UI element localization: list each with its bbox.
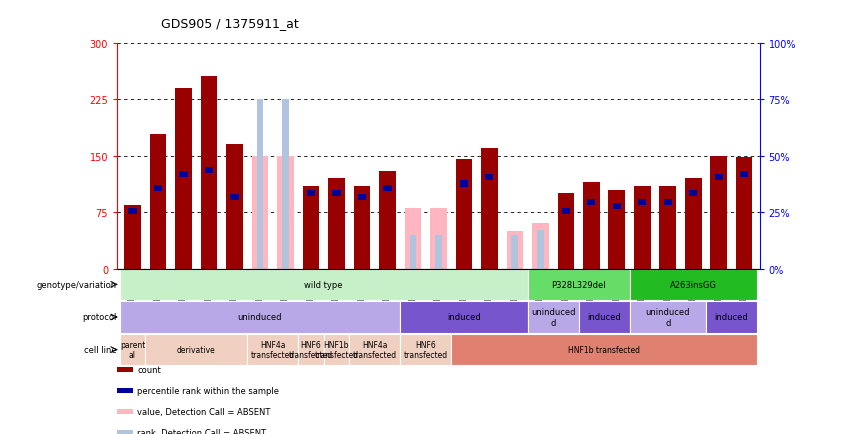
Bar — [629, 269, 757, 300]
Bar — [481, 149, 497, 269]
Text: HNF6
transfected: HNF6 transfected — [404, 340, 448, 359]
Bar — [511, 235, 518, 269]
Bar — [201, 77, 217, 269]
Bar — [660, 186, 676, 269]
Text: uninduced
d: uninduced d — [531, 308, 575, 327]
Bar — [714, 174, 723, 180]
Bar — [124, 205, 141, 269]
Bar — [583, 183, 600, 269]
Bar — [608, 190, 625, 269]
Bar — [328, 179, 345, 269]
Bar — [257, 100, 263, 269]
Text: value, Detection Call = ABSENT: value, Detection Call = ABSENT — [137, 407, 271, 416]
Text: protocol: protocol — [82, 313, 116, 322]
Text: wild type: wild type — [305, 280, 343, 289]
Text: percentile rank within the sample: percentile rank within the sample — [137, 386, 279, 395]
Bar — [638, 199, 647, 205]
Bar — [689, 190, 697, 196]
Bar — [180, 172, 187, 178]
Bar — [710, 156, 727, 269]
Bar — [629, 302, 706, 333]
Bar — [562, 208, 570, 214]
Bar — [400, 334, 451, 365]
Bar — [613, 204, 621, 210]
Bar — [120, 302, 400, 333]
Bar — [227, 145, 243, 269]
Bar — [230, 194, 239, 201]
Bar — [379, 171, 396, 269]
Text: uninduced: uninduced — [238, 313, 282, 322]
Text: induced: induced — [714, 313, 748, 322]
Text: uninduced
d: uninduced d — [646, 308, 690, 327]
Bar — [557, 194, 574, 269]
Bar — [537, 231, 543, 269]
Bar — [332, 190, 340, 196]
Text: HNF1b transfected: HNF1b transfected — [568, 345, 640, 354]
Bar — [532, 224, 549, 269]
Text: GDS905 / 1375911_at: GDS905 / 1375911_at — [161, 17, 299, 30]
Bar — [451, 334, 757, 365]
Bar — [587, 199, 595, 205]
Bar — [410, 235, 416, 269]
Bar — [460, 181, 468, 187]
Bar — [205, 168, 213, 174]
Bar — [528, 302, 579, 333]
Bar — [306, 190, 315, 196]
Text: A263insGG: A263insGG — [670, 280, 717, 289]
Bar — [145, 334, 247, 365]
Bar — [634, 186, 650, 269]
Text: derivative: derivative — [177, 345, 215, 354]
Bar — [456, 160, 472, 269]
Bar — [485, 174, 494, 180]
Bar — [706, 302, 757, 333]
Bar — [154, 186, 162, 191]
Bar — [120, 334, 145, 365]
Text: parent
al: parent al — [120, 340, 145, 359]
Bar — [383, 186, 391, 191]
Bar — [353, 186, 370, 269]
Text: HNF1b
transfected: HNF1b transfected — [314, 340, 358, 359]
Bar — [435, 235, 442, 269]
Bar — [282, 100, 289, 269]
Bar — [175, 89, 192, 269]
Text: induced: induced — [447, 313, 481, 322]
Text: P328L329del: P328L329del — [551, 280, 606, 289]
Bar — [579, 302, 629, 333]
Bar — [298, 334, 324, 365]
Text: induced: induced — [587, 313, 621, 322]
Bar — [528, 269, 629, 300]
Bar — [430, 209, 447, 269]
Bar — [349, 334, 400, 365]
Text: count: count — [137, 365, 161, 374]
Bar — [247, 334, 298, 365]
Bar — [404, 209, 421, 269]
Bar — [400, 302, 528, 333]
Bar — [685, 179, 701, 269]
Bar — [740, 172, 748, 178]
Text: HNF6
transfected: HNF6 transfected — [289, 340, 333, 359]
Text: HNF4a
transfected: HNF4a transfected — [352, 340, 397, 359]
Bar — [303, 186, 319, 269]
Text: rank, Detection Call = ABSENT: rank, Detection Call = ABSENT — [137, 428, 266, 434]
Bar — [507, 231, 523, 269]
Bar — [252, 156, 268, 269]
Text: cell line: cell line — [84, 345, 116, 354]
Bar — [736, 158, 753, 269]
Text: HNF4a
transfected: HNF4a transfected — [251, 340, 295, 359]
Bar — [120, 269, 528, 300]
Bar — [128, 208, 136, 214]
Bar — [277, 156, 293, 269]
Bar — [149, 135, 167, 269]
Bar — [358, 194, 366, 201]
Bar — [664, 199, 672, 205]
Text: genotype/variation: genotype/variation — [36, 280, 116, 289]
Bar — [324, 334, 349, 365]
